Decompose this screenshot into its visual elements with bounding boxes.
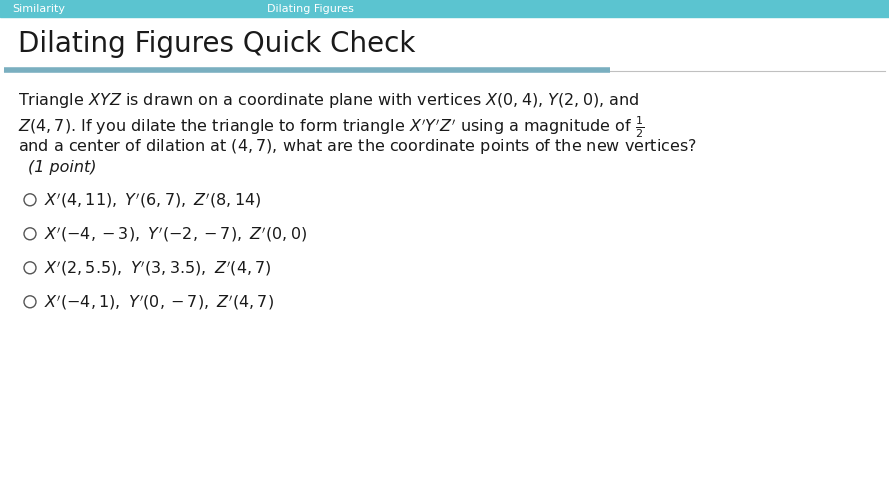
Text: $X'(-4, 1),\ Y'(0, -7),\ Z'(4, 7)$: $X'(-4, 1),\ Y'(0, -7),\ Z'(4, 7)$ bbox=[44, 292, 274, 312]
Text: and a center of dilation at $(4, 7)$, what are the coordinate points of the new : and a center of dilation at $(4, 7)$, wh… bbox=[18, 137, 697, 156]
Circle shape bbox=[24, 296, 36, 308]
Text: $X'(-4, -3),\ Y'(-2, -7),\ Z'(0, 0)$: $X'(-4, -3),\ Y'(-2, -7),\ Z'(0, 0)$ bbox=[44, 224, 307, 244]
Text: Triangle $\mathit{XYZ}$ is drawn on a coordinate plane with vertices $X(0, 4)$, : Triangle $\mathit{XYZ}$ is drawn on a co… bbox=[18, 91, 639, 110]
Bar bbox=[0, 0, 889, 18]
Text: $Z(4, 7)$. If you dilate the triangle to form triangle $X'Y'Z'$ using a magnitud: $Z(4, 7)$. If you dilate the triangle to… bbox=[18, 114, 645, 140]
Text: (1 point): (1 point) bbox=[28, 160, 97, 175]
Circle shape bbox=[24, 228, 36, 240]
Circle shape bbox=[24, 194, 36, 206]
Text: $X'(4, 11),\ Y'(6, 7),\ Z'(8, 14)$: $X'(4, 11),\ Y'(6, 7),\ Z'(8, 14)$ bbox=[44, 191, 261, 210]
Text: Similarity: Similarity bbox=[12, 4, 65, 14]
Circle shape bbox=[24, 262, 36, 274]
Text: $X'(2, 5.5),\ Y'(3, 3.5),\ Z'(4, 7)$: $X'(2, 5.5),\ Y'(3, 3.5),\ Z'(4, 7)$ bbox=[44, 259, 271, 278]
Text: Dilating Figures Quick Check: Dilating Figures Quick Check bbox=[18, 30, 415, 58]
Text: Dilating Figures: Dilating Figures bbox=[267, 4, 354, 14]
